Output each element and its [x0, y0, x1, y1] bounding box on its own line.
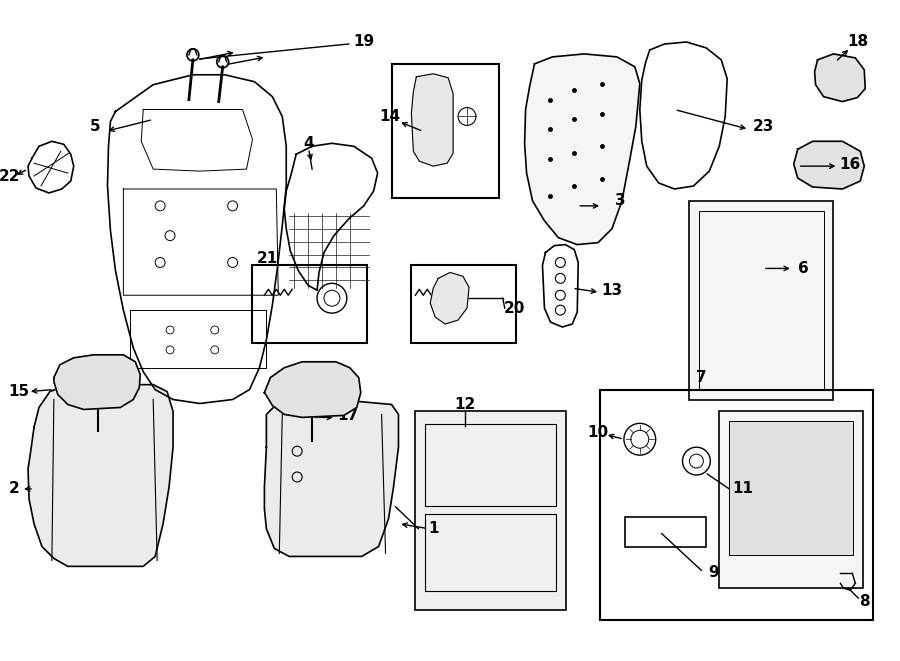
Text: 9: 9 — [708, 565, 718, 580]
Polygon shape — [814, 54, 865, 102]
Text: 19: 19 — [353, 34, 374, 50]
Text: 5: 5 — [90, 119, 101, 134]
Bar — [625, 517, 706, 547]
Bar — [392, 64, 499, 198]
Bar — [426, 514, 556, 591]
Text: 16: 16 — [840, 157, 861, 172]
Text: 21: 21 — [256, 251, 278, 266]
Text: 8: 8 — [859, 594, 869, 609]
Bar — [411, 266, 516, 343]
Text: 6: 6 — [798, 261, 809, 276]
Text: 12: 12 — [454, 397, 475, 412]
Text: 1: 1 — [428, 521, 438, 536]
Text: 18: 18 — [848, 34, 868, 50]
Polygon shape — [794, 141, 864, 189]
Polygon shape — [411, 74, 453, 166]
Polygon shape — [28, 385, 173, 566]
Bar — [600, 389, 873, 620]
Bar — [699, 211, 824, 389]
Bar — [416, 411, 566, 610]
Text: 22: 22 — [0, 169, 20, 184]
Text: 3: 3 — [615, 194, 626, 208]
Polygon shape — [430, 272, 469, 324]
Bar — [253, 266, 366, 343]
Text: 23: 23 — [752, 119, 774, 134]
Text: 10: 10 — [588, 425, 608, 440]
Bar — [689, 201, 833, 399]
Bar — [719, 411, 863, 588]
Text: 2: 2 — [9, 481, 20, 496]
Bar — [426, 424, 556, 506]
Polygon shape — [265, 362, 361, 417]
Text: 13: 13 — [601, 283, 623, 297]
Polygon shape — [265, 401, 399, 557]
Text: 20: 20 — [504, 301, 526, 316]
Text: 17: 17 — [338, 408, 358, 423]
Text: 15: 15 — [8, 384, 30, 399]
Polygon shape — [54, 355, 140, 409]
Text: 14: 14 — [379, 109, 400, 124]
Text: 7: 7 — [696, 370, 706, 385]
Polygon shape — [525, 54, 640, 245]
Bar — [729, 421, 853, 555]
Text: 4: 4 — [304, 136, 314, 151]
Text: 11: 11 — [733, 481, 753, 496]
